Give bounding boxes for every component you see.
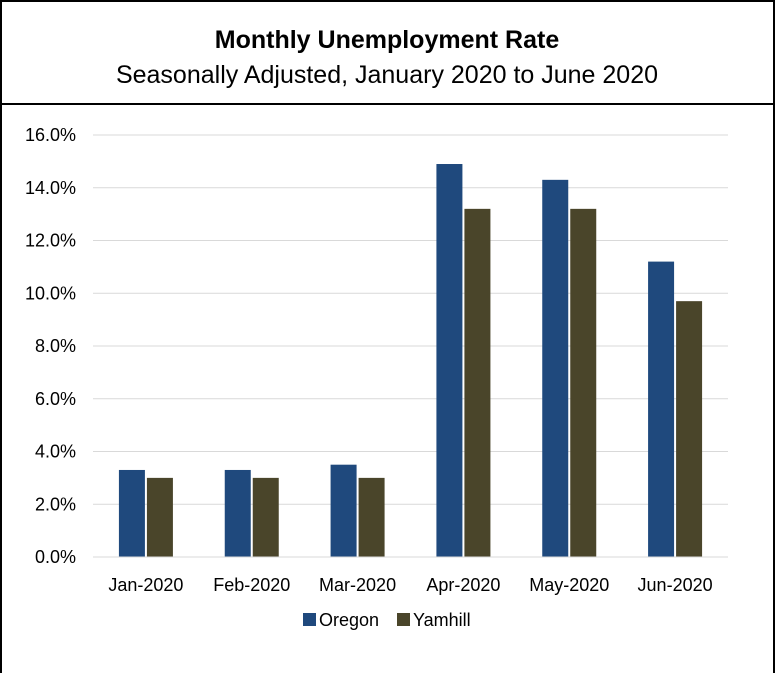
legend-swatch-oregon: [303, 613, 316, 626]
chart-subtitle: Seasonally Adjusted, January 2020 to Jun…: [116, 61, 658, 89]
y-tick-label: 2.0%: [35, 494, 76, 514]
y-tick-label: 6.0%: [35, 389, 76, 409]
x-tick-label: May-2020: [529, 575, 609, 595]
bar-oregon: [436, 164, 463, 557]
legend-swatch-yamhill: [397, 613, 410, 626]
bar-yamhill: [146, 477, 173, 557]
bar-oregon: [118, 469, 145, 557]
y-tick-label: 8.0%: [35, 336, 76, 356]
y-tick-label: 4.0%: [35, 442, 76, 462]
x-tick-label: Mar-2020: [319, 575, 396, 595]
bar-oregon: [542, 179, 569, 557]
x-tick-label: Apr-2020: [426, 575, 500, 595]
legend-label-yamhill: Yamhill: [413, 610, 471, 630]
bar-oregon: [224, 469, 251, 557]
legend-label-oregon: Oregon: [319, 610, 379, 630]
y-tick-label: 16.0%: [25, 125, 76, 145]
y-tick-label: 10.0%: [25, 283, 76, 303]
y-axis-ticks: 0.0% 2.0% 4.0% 6.0% 8.0% 10.0% 12.0% 14.0% 16.0%: [25, 125, 76, 567]
bar-yamhill: [464, 208, 491, 557]
legend: Oregon Yamhill: [303, 610, 471, 630]
bar-yamhill: [570, 208, 597, 557]
y-tick-label: 12.0%: [25, 231, 76, 251]
bar-yamhill: [358, 477, 385, 557]
y-tick-label: 14.0%: [25, 178, 76, 198]
bar-yamhill: [676, 301, 703, 557]
bars: [118, 164, 703, 557]
y-tick-label: 0.0%: [35, 547, 76, 567]
x-tick-label: Feb-2020: [213, 575, 290, 595]
gridlines: [93, 134, 728, 505]
chart-title: Monthly Unemployment Rate: [215, 26, 560, 54]
bar-oregon: [330, 464, 357, 557]
x-tick-label: Jan-2020: [108, 575, 183, 595]
bar-oregon: [648, 261, 675, 557]
x-axis-ticks: Jan-2020 Feb-2020 Mar-2020 Apr-2020 May-2020…: [108, 575, 712, 595]
bar-yamhill: [252, 477, 279, 557]
x-tick-label: Jun-2020: [638, 575, 713, 595]
